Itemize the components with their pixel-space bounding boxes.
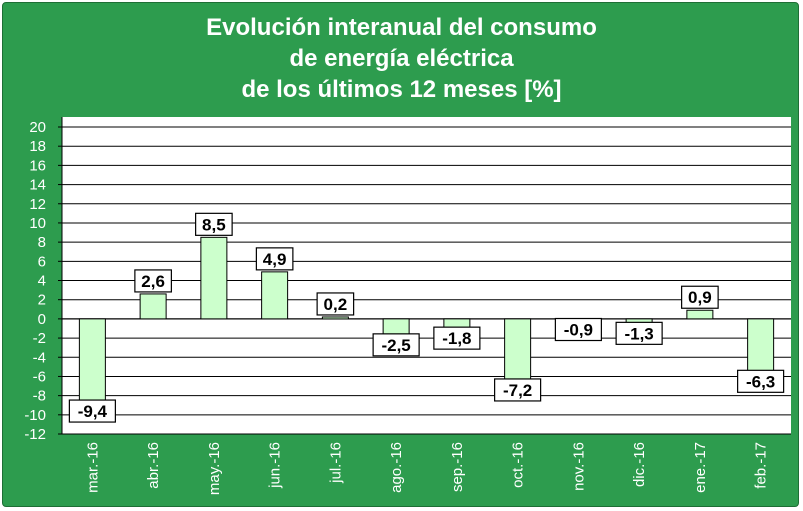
- bar: [504, 318, 532, 389]
- data-label: -2,5: [372, 333, 420, 357]
- data-label-text: 8,5: [202, 215, 226, 234]
- x-tick-label: may.-16: [206, 442, 223, 495]
- chart-title: Evolución interanual del consumo de ener…: [0, 12, 803, 105]
- y-tick-label: 18: [29, 138, 46, 155]
- y-tick-label: 10: [29, 215, 46, 232]
- bar: [321, 316, 349, 320]
- y-tick-label: 8: [38, 234, 46, 251]
- data-label-box: [681, 285, 719, 309]
- data-label: -9,4: [68, 399, 116, 423]
- y-tick-label: -2: [33, 330, 46, 347]
- data-label: 4,9: [255, 247, 294, 271]
- x-tick-label: sep.-16: [449, 442, 466, 492]
- bar: [261, 271, 289, 320]
- chart-title-line-3: de los últimos 12 meses [%]: [241, 76, 562, 103]
- x-tick-label: abr.-16: [145, 442, 162, 489]
- data-label: -7,2: [494, 378, 542, 402]
- x-tick-label: dic.-16: [631, 442, 648, 487]
- data-label-text: -7,2: [503, 381, 532, 400]
- data-label-text: -6,3: [746, 372, 775, 391]
- x-tick-label: jun.-16: [267, 442, 284, 489]
- data-label-box: [134, 269, 172, 293]
- data-label-text: -9,4: [78, 402, 108, 421]
- bar: [200, 236, 228, 320]
- x-tick-label: oct.-16: [510, 442, 527, 488]
- y-tick-label: -12: [24, 426, 46, 443]
- data-label-text: -0,9: [564, 321, 593, 340]
- x-tick-label: mar.-16: [84, 442, 101, 493]
- y-tick-label: 2: [38, 292, 46, 309]
- data-label-box: [615, 321, 663, 345]
- x-tick-label: ene.-17: [692, 442, 709, 493]
- bar: [686, 309, 714, 320]
- data-label-box: [255, 247, 294, 271]
- data-label-box: [737, 369, 785, 393]
- y-tick-label: 12: [29, 196, 46, 213]
- chart-title-line-1: Evolución interanual del consumo: [206, 14, 597, 41]
- bar: [139, 293, 167, 320]
- data-label-text: 2,6: [141, 272, 165, 291]
- y-tick-label: -4: [33, 349, 46, 366]
- x-tick-label: feb.-17: [753, 442, 770, 489]
- data-label-text: 4,9: [263, 250, 287, 269]
- y-tick-label: 0: [38, 311, 46, 328]
- y-tick-label: -6: [33, 368, 46, 385]
- x-tick-label: jul.-16: [327, 442, 344, 484]
- bar: [747, 318, 775, 380]
- y-tick-label: 14: [29, 177, 46, 194]
- data-label: 0,2: [316, 292, 355, 316]
- data-label: -1,8: [433, 326, 481, 350]
- data-label: 8,5: [195, 212, 233, 236]
- data-label-box: [494, 378, 542, 402]
- data-label-text: -1,8: [442, 329, 471, 348]
- data-label: 0,9: [681, 285, 719, 309]
- y-tick-label: 20: [29, 119, 46, 136]
- y-tick-label: 6: [38, 253, 46, 270]
- data-label-text: 0,9: [688, 288, 712, 307]
- data-label: -0,9: [554, 317, 602, 342]
- data-label: -6,3: [737, 369, 785, 393]
- data-label-box: [316, 292, 355, 316]
- y-tick-label: -8: [33, 388, 46, 405]
- data-label-box: [195, 212, 233, 236]
- data-label-text: -1,3: [624, 324, 653, 343]
- data-label-text: -2,5: [381, 336, 410, 355]
- y-tick-label: -10: [24, 407, 46, 424]
- data-label: -1,3: [615, 321, 663, 345]
- y-tick-label: 4: [38, 273, 46, 290]
- plot-area: [62, 117, 791, 434]
- x-tick-label: nov.-16: [570, 442, 587, 491]
- data-label-box: [68, 399, 116, 423]
- data-label-text: 0,2: [324, 295, 348, 314]
- x-tick-label: ago.-16: [388, 442, 405, 493]
- bar: [78, 318, 106, 410]
- data-label-box: [554, 317, 602, 342]
- y-tick-label: 16: [29, 157, 46, 174]
- data-label-box: [433, 326, 481, 350]
- data-label-box: [372, 333, 420, 357]
- chart-title-line-2: de energía eléctrica: [289, 45, 514, 72]
- data-label: 2,6: [134, 269, 172, 293]
